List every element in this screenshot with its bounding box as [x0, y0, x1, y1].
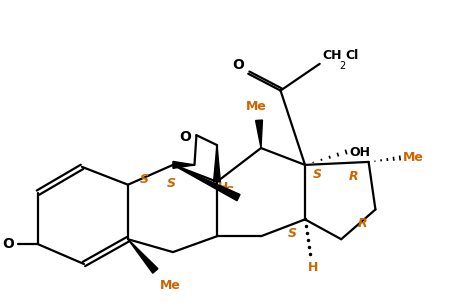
Text: R: R: [349, 170, 359, 183]
Text: O: O: [179, 130, 190, 144]
Text: H: H: [218, 181, 229, 194]
Text: S: S: [225, 185, 234, 198]
Text: CH: CH: [323, 49, 342, 62]
Polygon shape: [173, 161, 195, 168]
Polygon shape: [213, 145, 220, 182]
Text: Me: Me: [160, 279, 181, 292]
Text: S: S: [288, 227, 297, 240]
Text: Me: Me: [246, 100, 267, 113]
Polygon shape: [128, 239, 158, 273]
Text: O: O: [3, 237, 15, 251]
Text: 2: 2: [339, 61, 346, 71]
Text: S: S: [167, 177, 175, 190]
Text: S: S: [140, 173, 149, 186]
Text: S: S: [313, 168, 322, 181]
Text: R: R: [358, 217, 368, 231]
Polygon shape: [256, 120, 263, 148]
Text: Me: Me: [403, 151, 424, 165]
Text: Cl: Cl: [345, 49, 358, 62]
Text: H: H: [308, 261, 318, 274]
Polygon shape: [173, 165, 240, 201]
Text: OH: OH: [349, 146, 370, 158]
Text: O: O: [233, 58, 244, 72]
